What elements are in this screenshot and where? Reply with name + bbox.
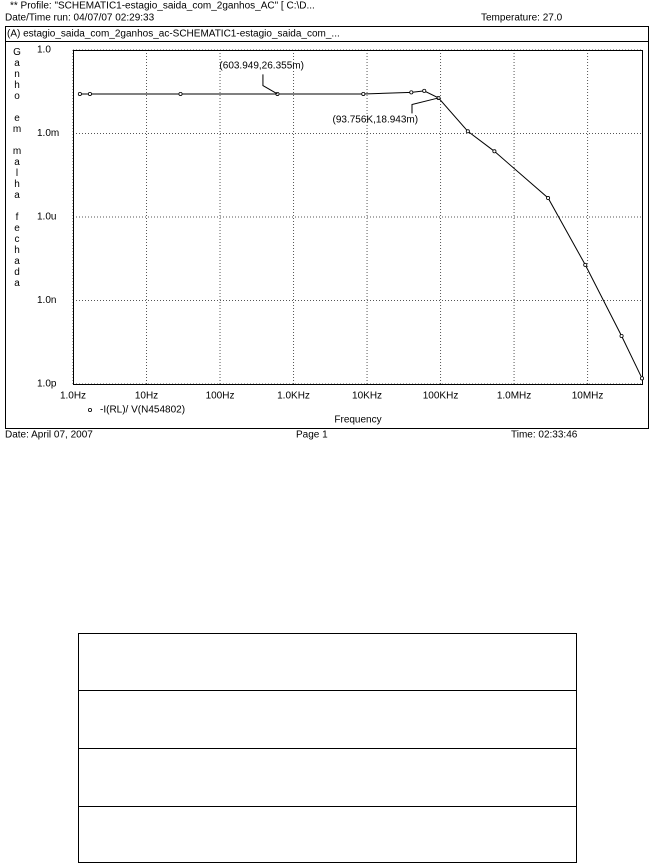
x-tick-label: 10MHz [572, 391, 604, 402]
annotation-leader [262, 74, 278, 95]
point-marker [361, 91, 366, 96]
x-tick-label: 10Hz [135, 391, 158, 402]
y-tick-label: 1.0u [37, 212, 56, 223]
footer-page: Page 1 [296, 430, 328, 441]
footer-date: Date: April 07, 2007 [5, 430, 93, 441]
point-marker [492, 149, 497, 154]
point-marker [409, 90, 414, 95]
y-tick-label: 1.0p [37, 379, 57, 390]
annotation-leader [411, 97, 439, 114]
plot-area [73, 50, 643, 385]
y-axis-label: Ganho em malha fechada [11, 47, 23, 289]
x-tick-label: 100KHz [423, 391, 459, 402]
plot-title: (A) estagio_saida_com_2ganhos_ac-SCHEMAT… [7, 29, 340, 40]
annotation: (603.949,26.355m) [219, 61, 304, 72]
y-tick-label: 1.0m [37, 128, 59, 139]
empty-table [78, 633, 577, 863]
run-time: Date/Time run: 04/07/07 02:29:33 [5, 13, 155, 24]
legend-marker [88, 407, 93, 412]
point-marker [640, 376, 645, 381]
legend-label: -I(RL)/ V(N454802) [100, 405, 185, 416]
point-marker [178, 91, 183, 96]
x-tick-label: 100Hz [206, 391, 235, 402]
x-tick-label: 1.0KHz [277, 391, 310, 402]
point-marker [77, 91, 82, 96]
point-marker [619, 334, 624, 339]
plot-frame [5, 26, 649, 429]
point-marker [422, 88, 427, 93]
point-marker [465, 129, 470, 134]
point-marker [583, 262, 588, 267]
x-axis-label: Frequency [334, 415, 381, 426]
x-tick-label: 1.0Hz [60, 391, 86, 402]
temperature: Temperature: 27.0 [481, 13, 563, 24]
annotation: (93.756K,18.943m) [332, 115, 418, 126]
y-tick-label: 1.0 [37, 45, 51, 56]
point-marker [87, 91, 92, 96]
point-marker [546, 196, 551, 201]
x-tick-label: 1.0MHz [497, 391, 531, 402]
series-line [79, 90, 643, 379]
x-tick-label: 10KHz [352, 391, 382, 402]
profile: ** Profile: "SCHEMATIC1-estagio_saida_co… [10, 1, 315, 12]
y-tick-label: 1.0n [37, 295, 56, 306]
footer-time: Time: 02:33:46 [511, 430, 578, 441]
